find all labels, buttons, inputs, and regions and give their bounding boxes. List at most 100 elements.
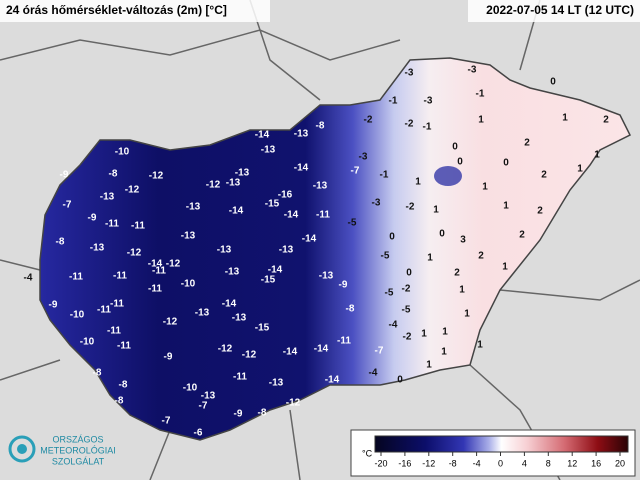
station-value: 2 [454, 268, 460, 279]
station-value: 1 [464, 309, 470, 320]
station-value: 0 [397, 375, 403, 386]
station-value: -16 [278, 190, 293, 201]
station-value: -12 [163, 317, 178, 328]
station-value: -1 [423, 122, 432, 133]
station-value: -7 [162, 416, 171, 427]
station-value: -8 [93, 368, 102, 379]
station-value: -13 [201, 391, 216, 402]
logo-text: SZOLGÁLAT [52, 456, 105, 466]
station-value: 2 [519, 230, 525, 241]
station-value: -13 [100, 192, 115, 203]
station-value: -11 [131, 221, 145, 232]
station-value: -3 [468, 65, 477, 76]
station-value: 1 [415, 177, 421, 188]
station-value: -13 [195, 308, 210, 319]
logo-text: ORSZÁGOS [52, 434, 103, 444]
station-value: 1 [433, 205, 439, 216]
station-value: -7 [63, 200, 72, 211]
station-value: -8 [109, 169, 118, 180]
station-value: -9 [339, 280, 348, 291]
station-value: -9 [60, 170, 69, 181]
station-value: -12 [149, 171, 164, 182]
colorbar-tick-label: 4 [522, 458, 527, 468]
station-value: 0 [457, 157, 463, 168]
station-value: -10 [181, 279, 196, 290]
station-value: -14 [283, 347, 298, 358]
station-value: 1 [503, 201, 509, 212]
station-value: 1 [426, 360, 432, 371]
station-value: -13 [232, 313, 247, 324]
station-value: -11 [316, 210, 330, 221]
station-value: -13 [313, 181, 328, 192]
station-value: -13 [226, 178, 241, 189]
colorbar-tick-label: -4 [473, 458, 481, 468]
station-value: -14 [325, 375, 340, 386]
station-value: -9 [49, 300, 58, 311]
station-value: -10 [183, 383, 198, 394]
station-value: 2 [603, 115, 609, 126]
station-value: -14 [255, 130, 270, 141]
station-value: -8 [316, 121, 325, 132]
colorbar-tick-label: 12 [567, 458, 577, 468]
station-value: 0 [439, 229, 445, 240]
colorbar-tick-label: -16 [398, 458, 411, 468]
station-value: -1 [476, 89, 485, 100]
station-value: -14 [222, 299, 237, 310]
station-value: -12 [242, 350, 257, 361]
station-value: -7 [375, 346, 384, 357]
station-value: 1 [442, 327, 448, 338]
station-value: -11 [337, 336, 351, 347]
station-value: -7 [199, 401, 208, 412]
station-value: -11 [69, 272, 83, 283]
station-value: 1 [502, 262, 508, 273]
station-value: -11 [148, 284, 162, 295]
station-value: 1 [594, 150, 600, 161]
station-value: -4 [24, 273, 33, 284]
station-value: -8 [346, 304, 355, 315]
station-value: 1 [427, 253, 433, 264]
station-value: -11 [105, 219, 119, 230]
station-value: -12 [166, 259, 181, 270]
station-value: -8 [56, 237, 65, 248]
station-value: -11 [233, 372, 247, 383]
station-value: -7 [351, 166, 360, 177]
station-value: -11 [107, 326, 121, 337]
colorbar-tick-label: 0 [498, 458, 503, 468]
station-value: -13 [261, 145, 276, 156]
colorbar-tick-label: 20 [615, 458, 625, 468]
station-value: -2 [403, 332, 412, 343]
timestamp: 2022-07-05 14 LT (12 UTC) [486, 3, 634, 17]
station-value: -14 [302, 234, 317, 245]
station-value: -15 [265, 199, 280, 210]
station-value: -13 [225, 267, 240, 278]
title: 24 órás hőmérséklet-változás (2m) [°C] [6, 3, 227, 17]
logo: ORSZÁGOS METEOROLÓGIAI SZOLGÁLAT [8, 434, 116, 466]
logo-icon [8, 435, 36, 463]
colorbar [374, 435, 629, 453]
station-value: -13 [269, 378, 284, 389]
station-value: -11 [97, 305, 111, 316]
station-value: -13 [217, 245, 232, 256]
station-value: 0 [550, 77, 556, 88]
colorbar-tick-label: -8 [449, 458, 457, 468]
station-value: -14 [314, 344, 329, 355]
station-value: -12 [218, 344, 233, 355]
station-value: -2 [405, 119, 414, 130]
colorbar-tick-label: 16 [591, 458, 601, 468]
station-value: -5 [348, 218, 357, 229]
station-value: -3 [372, 198, 381, 209]
station-value: -12 [206, 180, 221, 191]
station-value: 1 [477, 340, 483, 351]
station-value: 1 [459, 285, 465, 296]
station-value: 2 [541, 170, 547, 181]
station-value: 2 [478, 251, 484, 262]
hungary [39, 57, 632, 441]
station-value: -10 [115, 147, 130, 158]
station-value: -4 [369, 368, 378, 379]
station-value: -9 [164, 352, 173, 363]
logo-text: METEOROLÓGIAI [40, 445, 116, 455]
station-value: -6 [194, 428, 203, 439]
station-value: -2 [406, 202, 415, 213]
station-value: -13 [186, 202, 201, 213]
